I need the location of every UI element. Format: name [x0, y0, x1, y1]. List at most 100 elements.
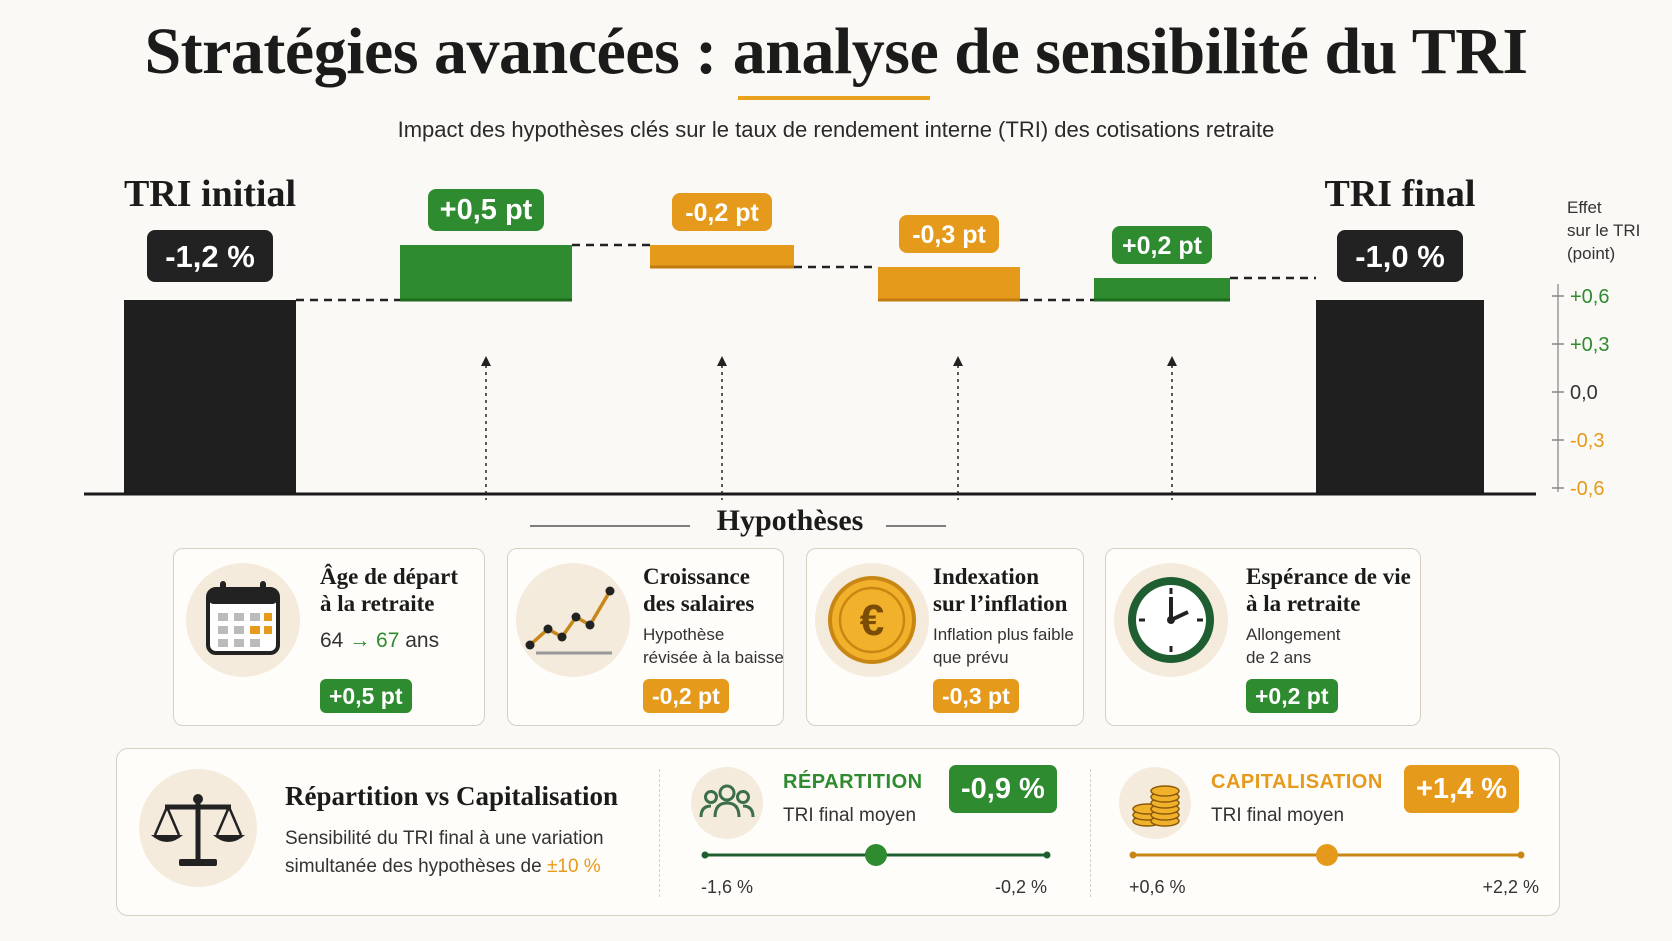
y-tick-label: 0,0 [1570, 382, 1598, 404]
pointer-arrowhead [717, 356, 727, 366]
age-to: 67 [376, 629, 400, 652]
card-desc-line: révisée à la baisse [643, 648, 784, 667]
calendar-icon [186, 563, 300, 677]
mode-value-badge: -0,9 % [949, 765, 1057, 813]
value-label: -0,2 pt [685, 199, 759, 227]
comparison-desc-prefix: simultanée des hypothèses de [285, 856, 547, 877]
pointer-arrowhead [1167, 356, 1177, 366]
hypothesis-card-esperance: Espérance de vie à la retraite Allongeme… [1105, 548, 1421, 726]
panel-divider [659, 769, 660, 897]
chart-bar [1094, 278, 1230, 300]
people-icon [691, 767, 763, 839]
card-title: Espérance de vie à la retraite [1246, 563, 1411, 617]
hypothesis-card-age: Âge de départ à la retraite 64 → 67 ans … [173, 548, 485, 726]
card-title-line: à la retraite [1246, 591, 1361, 616]
panel-divider [1090, 769, 1091, 897]
card-desc: Inflation plus faible que prévu [933, 623, 1074, 669]
total-label: TRI initial [124, 173, 296, 215]
page-title: Stratégies avancées : analyse de sensibi… [144, 15, 1528, 88]
card-badge: +0,5 pt [320, 679, 412, 713]
card-title: Indexation sur l’inflation [933, 563, 1067, 617]
title-underline [738, 96, 930, 100]
y-tick-label: +0,6 [1570, 286, 1609, 308]
value-label: +0,2 pt [1122, 232, 1203, 260]
waterfall-chart: -1,2 % TRI initial +0,5 pt -0,2 pt -0,3 pt +0… [84, 173, 1609, 500]
range-end-max [1517, 851, 1525, 859]
chart-bar [878, 267, 1020, 300]
hypothesis-card-salaires: Croissance des salaires Hypothèse révisé… [507, 548, 784, 726]
value-label: +0,5 pt [440, 194, 533, 226]
range-max-label: -0,2 % [994, 877, 1047, 897]
card-desc-line: que prévu [933, 648, 1009, 667]
card-title-line: des salaires [643, 591, 755, 616]
page-subtitle: Impact des hypothèses clés sur le taux d… [397, 117, 1275, 142]
value-label: -1,0 % [1355, 239, 1445, 274]
hypotheses-title: Hypothèses [716, 504, 864, 537]
mode-capitalisation: CAPITALISATION TRI final moyen +1,4 % +0… [1119, 759, 1549, 909]
hypothesis-card-inflation: € Indexation sur l’inflation Inflation p… [806, 548, 1084, 726]
value-label: -0,3 pt [912, 221, 986, 249]
card-desc: 64 → 67 ans [320, 629, 439, 652]
range-min-label: +0,6 % [1129, 877, 1186, 897]
heading-rules [530, 525, 946, 527]
pointer-arrowhead [953, 356, 963, 366]
comparison-title: Répartition vs Capitalisation [285, 781, 619, 811]
value-label-badge [428, 189, 544, 231]
mode-repartition: RÉPARTITION TRI final moyen -0,9 % -1,6 … [691, 759, 1071, 909]
value-label-badge [147, 230, 273, 282]
y-axis-title-line: (point) [1567, 244, 1616, 263]
card-title-line: à la retraite [320, 591, 435, 616]
chart-bar [650, 245, 794, 267]
comparison-desc-line: simultanée des hypothèses de ±10 % [285, 853, 604, 881]
mode-value-badge: +1,4 % [1404, 765, 1520, 813]
range-track [1129, 844, 1525, 866]
chart-bar [400, 245, 572, 300]
clock-icon [1114, 563, 1228, 677]
value-label-badge [899, 215, 999, 253]
card-badge: -0,2 pt [643, 679, 729, 713]
card-title: Croissance des salaires [643, 563, 754, 617]
y-tick-label: +0,3 [1570, 334, 1609, 356]
age-unit: ans [405, 629, 440, 652]
card-title-line: Âge de départ [320, 564, 458, 589]
card-desc-line: Allongement [1246, 625, 1341, 644]
comparison-panel: Répartition vs Capitalisation Sensibilit… [116, 748, 1560, 916]
card-desc: Allongement de 2 ans [1246, 623, 1341, 669]
card-desc: Hypothèse révisée à la baisse [643, 623, 784, 669]
age-from: 64 [320, 629, 344, 652]
card-badge: -0,3 pt [933, 679, 1019, 713]
chart-bar [124, 300, 296, 494]
mode-subtitle: TRI final moyen [1211, 805, 1345, 826]
y-axis-title: Effet sur le TRI (point) [1567, 196, 1667, 265]
comparison-desc: Sensibilité du TRI final à une variation… [285, 825, 604, 881]
card-desc-line: de 2 ans [1246, 648, 1312, 667]
age-arrow: → [349, 629, 371, 652]
value-label-badge [672, 193, 772, 231]
card-title: Âge de départ à la retraite [320, 563, 458, 617]
range-mean-marker [865, 844, 887, 866]
value-label: -1,2 % [165, 239, 255, 274]
chart-bar [1316, 300, 1484, 494]
card-desc-line: Hypothèse [643, 625, 725, 644]
range-min-label: -1,6 % [701, 877, 754, 897]
card-title-line: Croissance [643, 564, 750, 589]
range-end-min [701, 851, 709, 859]
euro-coin-icon: € [815, 563, 929, 677]
mode-name: RÉPARTITION [783, 771, 923, 793]
y-tick-label: -0,3 [1570, 430, 1604, 452]
y-axis-title-line: Effet [1567, 198, 1602, 217]
comparison-desc-line: Sensibilité du TRI final à une variation [285, 828, 604, 849]
svg-text:€: € [860, 596, 884, 645]
y-tick-label: -0,6 [1570, 478, 1604, 500]
card-title-line: Indexation [933, 564, 1040, 589]
range-end-max [1043, 851, 1051, 859]
card-title-line: sur l’inflation [933, 591, 1068, 616]
range-mean-marker [1316, 844, 1338, 866]
total-label: TRI final [1325, 173, 1476, 215]
pointer-arrowhead [481, 356, 491, 366]
y-axis-title-line: sur le TRI [1567, 221, 1641, 240]
card-desc-line: Inflation plus faible [933, 625, 1074, 644]
mode-subtitle: TRI final moyen [783, 805, 917, 826]
hypotheses-heading: Hypothèses [0, 504, 1580, 538]
range-track [701, 844, 1051, 866]
